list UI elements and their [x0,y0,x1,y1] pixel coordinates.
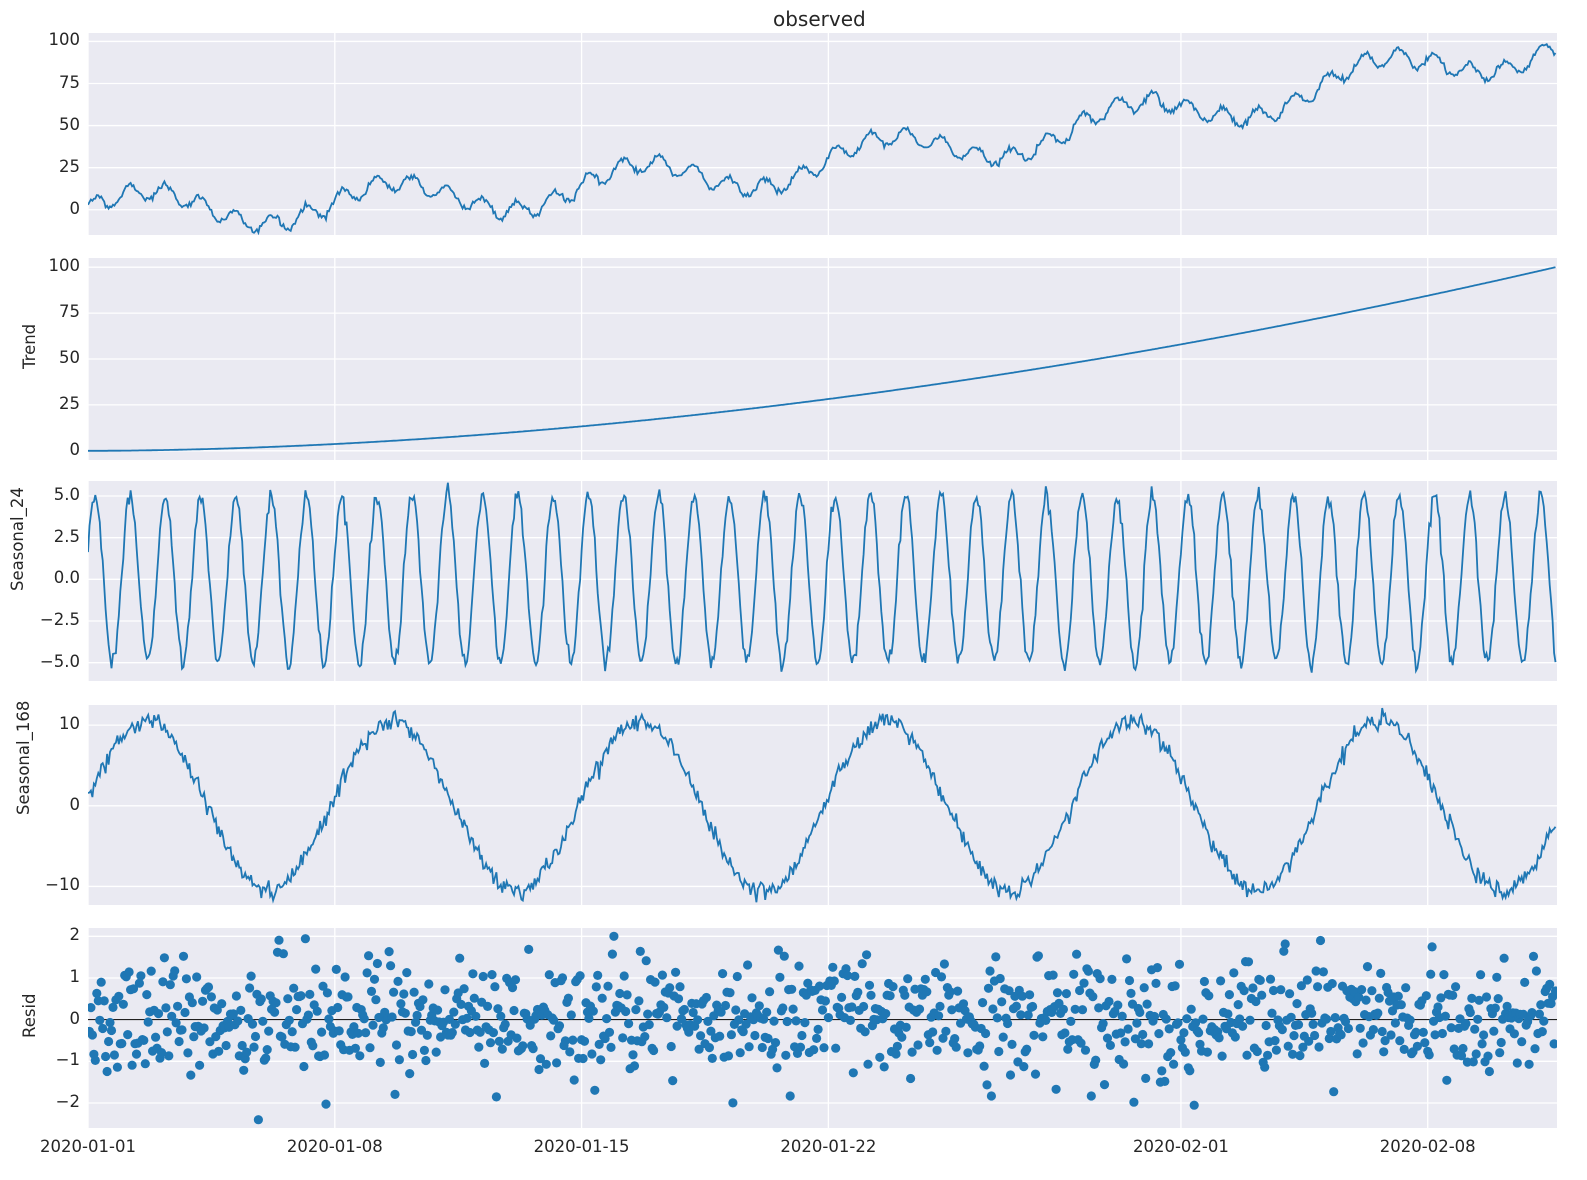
y-axis-label: Resid [20,992,39,1038]
y-tick-label: 100 [48,256,81,276]
y-tick-label: 0 [69,198,81,218]
series-line [88,707,1557,904]
series-line [88,266,1556,452]
y-tick-label: 25 [59,156,80,176]
panel-seasonal-24 [87,481,1557,681]
y-tick-label: −5.0 [39,651,80,671]
panel-trend [87,258,1557,460]
x-tick-label: 2020-02-08 [1379,1137,1476,1156]
y-tick-label: 50 [59,348,80,367]
y-tick-label: −10 [45,875,80,895]
y-tick-label: 10 [59,714,80,734]
y-axis-label: Seasonal_24 [8,486,27,591]
y-tick-label: 100 [48,30,81,50]
panel-resid [87,928,1557,1128]
panel-seasonal-168 [87,705,1557,905]
y-axis-label: Seasonal_168 [14,700,33,815]
axes-background [88,33,1557,235]
y-tick-label: 0.0 [53,568,80,588]
y-tick-label: −2.5 [39,610,80,629]
y-tick-label: 0 [69,794,81,814]
y-tick-label: 75 [59,72,80,92]
y-tick-label: 2 [69,925,81,945]
panel-observed [87,33,1557,235]
y-tick-label: −1 [55,1050,80,1070]
x-tick-label: 2020-01-08 [286,1137,383,1156]
series-line [88,43,1557,235]
x-tick-label: 2020-02-01 [1132,1137,1229,1156]
y-tick-label: −2 [55,1092,80,1111]
y-tick-label: 75 [59,302,80,322]
y-tick-label: 5.0 [53,485,80,504]
y-tick-label: 0 [69,439,81,459]
y-tick-label: 1 [69,967,81,986]
y-tick-label: 25 [59,393,80,413]
resid-points [88,931,1557,1125]
y-axis-label: Trend [20,323,39,369]
y-tick-label: 0 [69,1008,81,1028]
y-tick-label: 2.5 [53,526,80,546]
series-line [88,482,1557,675]
x-tick-label: 2020-01-22 [780,1137,877,1156]
x-tick-label: 2020-01-01 [40,1137,136,1156]
x-tick-label: 2020-01-15 [533,1137,630,1156]
axes-background [88,705,1557,905]
y-tick-label: 50 [59,114,80,134]
figure-title: observed [773,7,866,31]
